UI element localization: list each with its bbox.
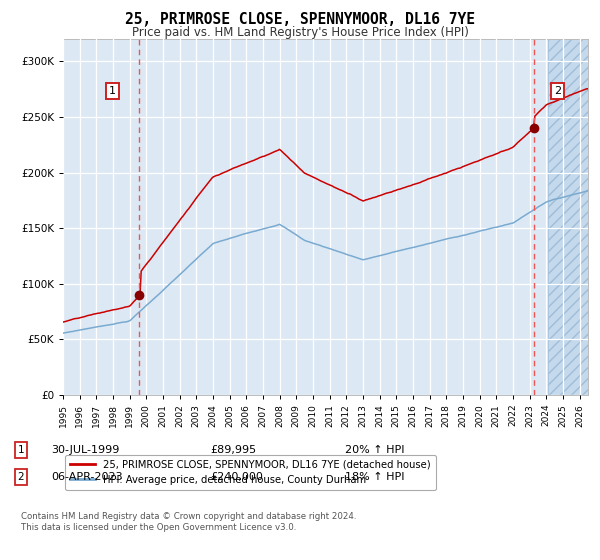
Legend: 25, PRIMROSE CLOSE, SPENNYMOOR, DL16 7YE (detached house), HPI: Average price, d: 25, PRIMROSE CLOSE, SPENNYMOOR, DL16 7YE… (65, 455, 436, 490)
Text: £240,000: £240,000 (210, 472, 263, 482)
Bar (548, 39, 600, 395)
Text: 06-APR-2023: 06-APR-2023 (51, 472, 122, 482)
Bar (548, 39, 600, 395)
Text: 25, PRIMROSE CLOSE, SPENNYMOOR, DL16 7YE: 25, PRIMROSE CLOSE, SPENNYMOOR, DL16 7YE (125, 12, 475, 27)
Text: £89,995: £89,995 (210, 445, 256, 455)
Text: 18% ↑ HPI: 18% ↑ HPI (345, 472, 404, 482)
Text: 30-JUL-1999: 30-JUL-1999 (51, 445, 119, 455)
Text: 1: 1 (17, 445, 25, 455)
Text: 1: 1 (109, 86, 116, 96)
Text: 2: 2 (17, 472, 25, 482)
Text: Contains HM Land Registry data © Crown copyright and database right 2024.
This d: Contains HM Land Registry data © Crown c… (21, 512, 356, 532)
Text: Price paid vs. HM Land Registry's House Price Index (HPI): Price paid vs. HM Land Registry's House … (131, 26, 469, 39)
Text: 20% ↑ HPI: 20% ↑ HPI (345, 445, 404, 455)
Text: 2: 2 (554, 86, 561, 96)
